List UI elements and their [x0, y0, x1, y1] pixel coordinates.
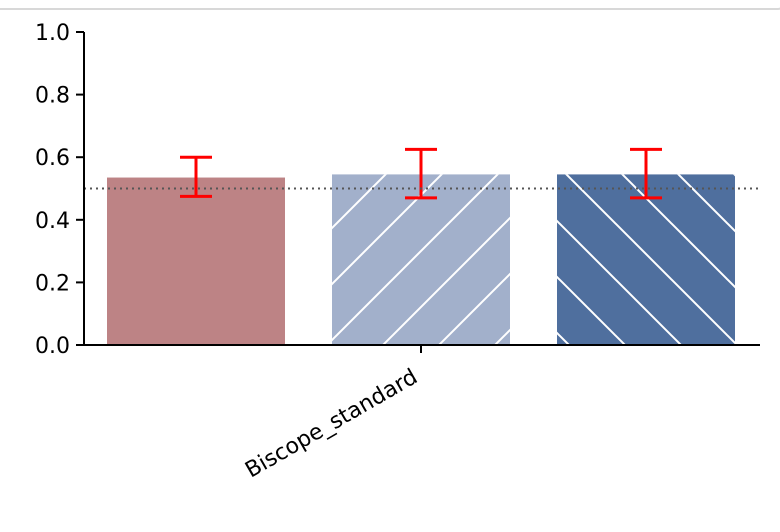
legend-box	[0, 0, 780, 10]
y-tick-label: 0.6	[35, 146, 70, 171]
x-tick-label: Biscope_standard	[241, 365, 422, 484]
y-tick-label: 0.4	[35, 209, 70, 234]
y-tick-label: 1.0	[35, 21, 70, 46]
bar-hatch-series-2	[332, 174, 510, 345]
y-tick-label: 0.8	[35, 84, 70, 109]
bar-series-1	[107, 177, 285, 345]
y-tick-label: 0.0	[35, 334, 70, 359]
bar-hatch-series-3	[557, 174, 735, 345]
y-tick-label: 0.2	[35, 271, 70, 296]
